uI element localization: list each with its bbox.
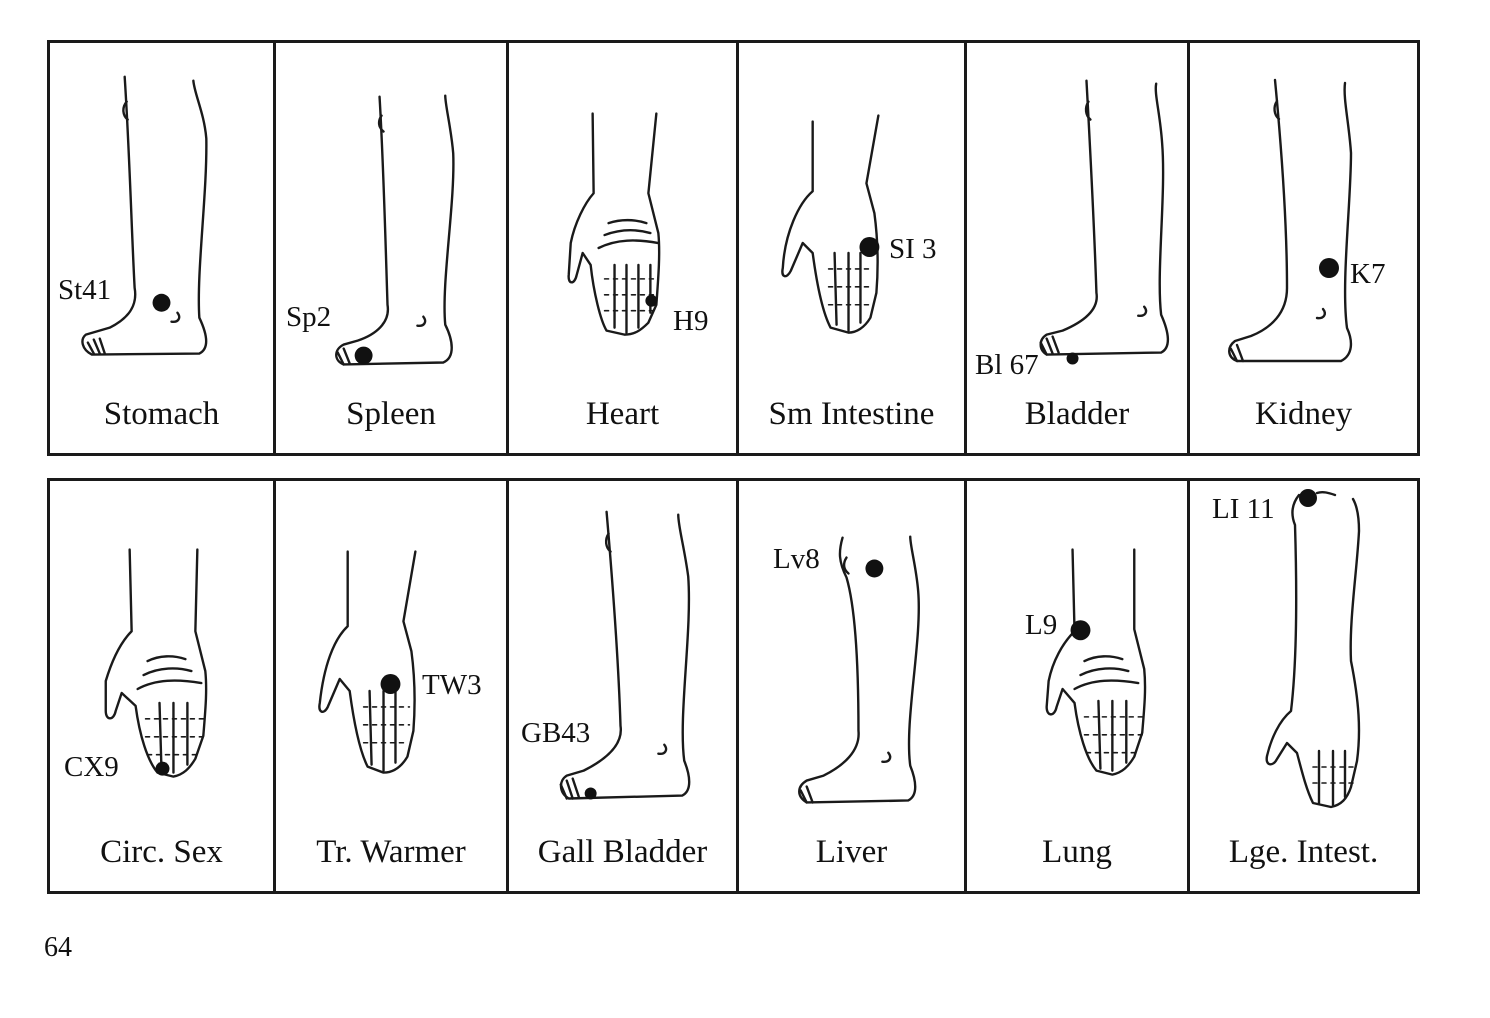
leg-illustration bbox=[81, 75, 208, 356]
hand-illustration bbox=[1045, 548, 1147, 776]
chart-row-top: St41 Stomach Sp2 Spleen H9 Heart bbox=[47, 40, 1420, 456]
point-label: St41 bbox=[58, 274, 112, 306]
leg-illustration bbox=[1228, 78, 1353, 363]
leg-illustration bbox=[798, 535, 920, 804]
point-label: H9 bbox=[673, 305, 709, 337]
organ-label: Lge. Intest. bbox=[1228, 834, 1379, 870]
point-label: Sp2 bbox=[286, 301, 332, 333]
panel-circ-sex: CX9 Circ. Sex bbox=[50, 481, 277, 891]
panel-gall-bladder: GB43 Gall Bladder bbox=[509, 481, 739, 891]
hand-illustration bbox=[781, 114, 880, 334]
point-label: LI 11 bbox=[1212, 493, 1275, 525]
organ-label: Lung bbox=[1042, 834, 1112, 870]
chart-row-bottom: CX9 Circ. Sex TW3 Tr. Warmer GB43 Gall B… bbox=[47, 478, 1420, 894]
point-label: L9 bbox=[1025, 609, 1058, 641]
point-label: Bl 67 bbox=[975, 349, 1039, 381]
organ-label: Spleen bbox=[346, 396, 436, 432]
organ-label: Bladder bbox=[1024, 396, 1130, 432]
organ-label: Heart bbox=[585, 396, 660, 432]
panel-stomach: St41 Stomach bbox=[50, 43, 277, 453]
panel-lung: L9 Lung bbox=[967, 481, 1191, 891]
point-label: TW3 bbox=[422, 669, 482, 701]
organ-label: Liver bbox=[815, 834, 888, 870]
panel-spleen: Sp2 Spleen bbox=[276, 43, 509, 453]
panel-bladder: Bl 67 Bladder bbox=[967, 43, 1191, 453]
point-label: K7 bbox=[1350, 258, 1386, 290]
panel-tr-warmer: TW3 Tr. Warmer bbox=[276, 481, 509, 891]
arm-illustration bbox=[1265, 489, 1361, 809]
leg-illustration bbox=[559, 510, 691, 800]
leg-illustration bbox=[335, 94, 455, 366]
leg-illustration bbox=[1039, 79, 1170, 365]
organ-label: Circ. Sex bbox=[100, 834, 223, 870]
panel-sm-intestine: SI 3 Sm Intestine bbox=[739, 43, 967, 453]
hand-illustration bbox=[318, 550, 417, 774]
panel-lge-intest: LI 11 Lge. Intest. bbox=[1190, 481, 1417, 891]
panel-kidney: K7 Kidney bbox=[1190, 43, 1417, 453]
panel-liver: Lv8 Liver bbox=[739, 481, 967, 891]
organ-label: Gall Bladder bbox=[537, 834, 708, 870]
point-label: SI 3 bbox=[889, 233, 937, 265]
hand-illustration bbox=[104, 548, 208, 778]
organ-label: Stomach bbox=[103, 396, 220, 432]
hand-illustration bbox=[567, 112, 661, 336]
point-label: CX9 bbox=[64, 751, 119, 783]
organ-label: Kidney bbox=[1254, 396, 1353, 432]
organ-label: Tr. Warmer bbox=[316, 834, 466, 870]
page-number: 64 bbox=[44, 932, 72, 963]
panel-heart: H9 Heart bbox=[509, 43, 739, 453]
point-label: Lv8 bbox=[773, 543, 820, 575]
point-label: GB43 bbox=[521, 717, 591, 749]
organ-label: Sm Intestine bbox=[768, 396, 935, 432]
